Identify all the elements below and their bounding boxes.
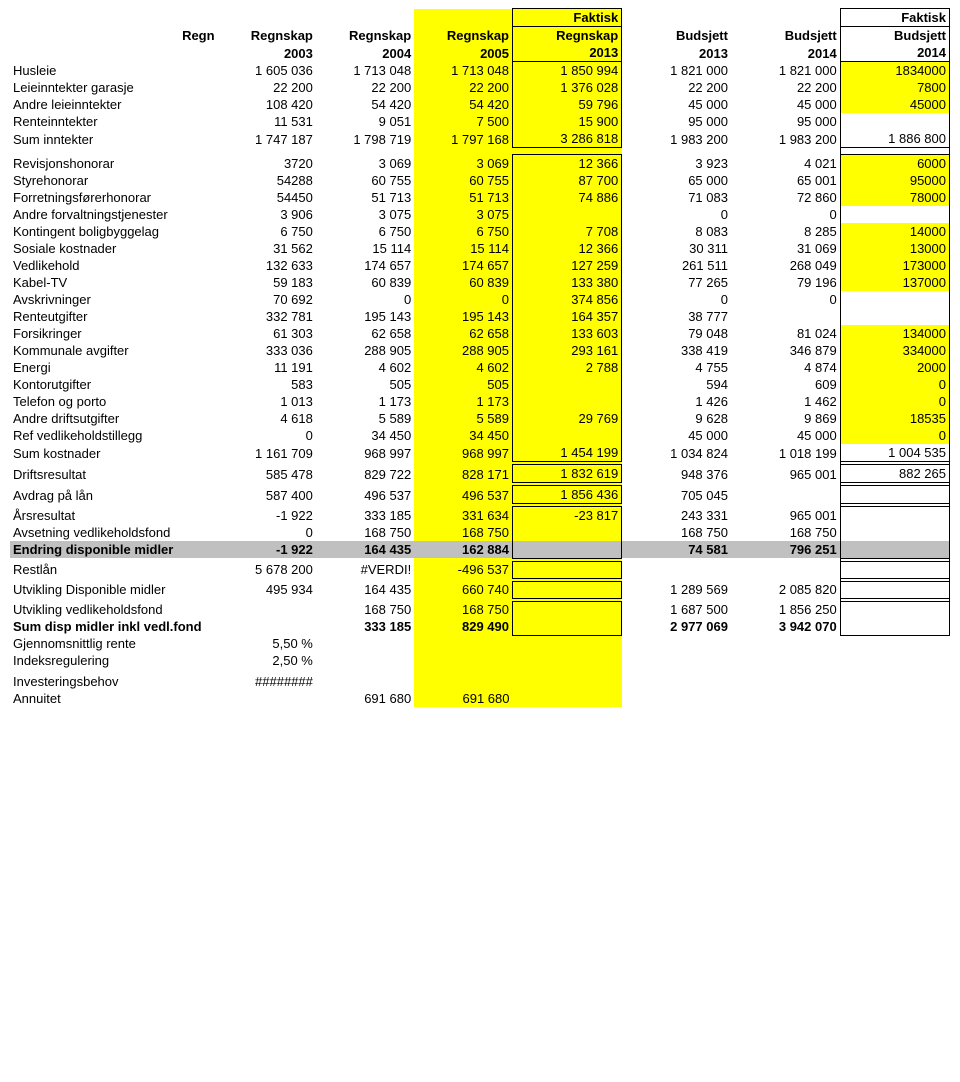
row-label: Husleie (10, 62, 218, 80)
financial-table: FaktiskFaktiskRegnRegnskapRegnskapRegnsk… (10, 8, 950, 707)
header-faktisk-2: Faktisk (840, 9, 949, 27)
row-label: Renteinntekter (10, 113, 218, 130)
header-faktisk-1: Faktisk (513, 9, 622, 27)
row-label: Leieinntekter garasje (10, 79, 218, 96)
row-label: Sum inntekter (10, 130, 218, 148)
row-label: Andre leieinntekter (10, 96, 218, 113)
